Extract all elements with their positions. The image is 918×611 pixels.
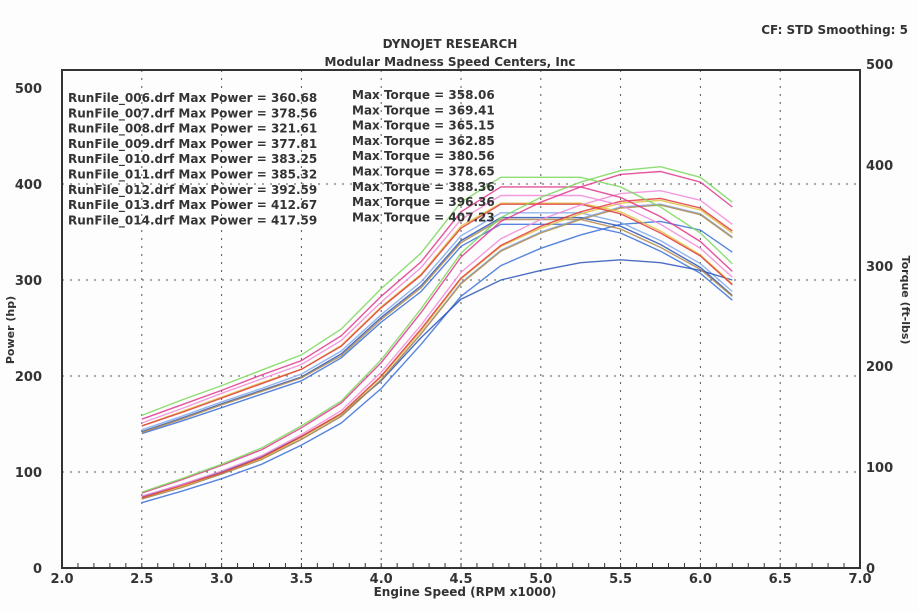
legend-power-entry: RunFile_013.drf Max Power = 412.67 [68, 198, 317, 213]
legend-torque-entry: Max Torque = 369.41 [352, 103, 495, 117]
legend-power-entry: RunFile_011.drf Max Power = 385.32 [68, 168, 317, 183]
legend-torque-entry: Max Torque = 407.23 [352, 210, 495, 224]
y-tick-label: 100 [15, 466, 42, 481]
legend-torque-entry: Max Torque = 388.36 [352, 180, 495, 194]
legend-power-entry: RunFile_014.drf Max Power = 417.59 [68, 213, 317, 228]
torque-line-RunFile_012-drf [141, 194, 733, 424]
x-tick-label: 2.5 [130, 572, 153, 587]
power-line-RunFile_008-drf [141, 259, 733, 498]
power-line-RunFile_013-drf [141, 170, 733, 494]
y2-tick-label: 500 [866, 58, 893, 73]
x-tick-label: 7.0 [848, 572, 871, 587]
plot-frame [61, 69, 861, 569]
torque-line-RunFile_014-drf [141, 176, 733, 417]
y-axis-title: Power (hp) [4, 296, 17, 364]
legend-power-entry: RunFile_007.drf Max Power = 378.56 [68, 106, 317, 121]
x-tick-label: 4.5 [449, 572, 472, 587]
power-line-RunFile_012-drf [141, 189, 733, 497]
power-line-RunFile_014-drf [141, 165, 733, 493]
legend-power-entry: RunFile_012.drf Max Power = 392.59 [68, 183, 317, 198]
torque-line-RunFile_009-drf [141, 218, 733, 434]
y2-axis-title: Torque (ft-lbs) [899, 256, 912, 345]
y-tick-label: 0 [33, 562, 42, 577]
x-tick-label: 5.0 [529, 572, 552, 587]
y2-tick-label: 100 [866, 461, 893, 476]
torque-line-RunFile_006-drf [141, 223, 733, 435]
power-line-RunFile_011-drf [141, 197, 733, 499]
legend-torque-entry: Max Torque = 365.15 [352, 119, 495, 133]
y2-tick-label: 400 [866, 159, 893, 174]
legend-torque-entry: Max Torque = 362.85 [352, 134, 495, 148]
chart-subtitle: Modular Madness Speed Centers, Inc [325, 55, 576, 69]
legend-torque-entry: Max Torque = 378.65 [352, 165, 495, 179]
legend-torque-entry: Max Torque = 358.06 [352, 88, 495, 102]
y2-tick-label: 0 [866, 562, 875, 577]
y2-tick-label: 300 [866, 260, 893, 275]
x-tick-label: 6.5 [769, 572, 792, 587]
y2-tick-label: 200 [866, 360, 893, 375]
legend-torque-entry: Max Torque = 396.36 [352, 195, 495, 209]
x-tick-label: 6.0 [689, 572, 712, 587]
torque-line-RunFile_008-drf [141, 216, 733, 433]
chart-title: DYNOJET RESEARCH [383, 37, 518, 51]
x-tick-label: 2.0 [50, 572, 73, 587]
y-tick-label: 300 [15, 274, 42, 289]
torque-line-RunFile_007-drf [141, 212, 733, 431]
power-line-RunFile_010-drf [141, 199, 733, 499]
x-tick-label: 5.5 [609, 572, 632, 587]
torque-line-RunFile_011-drf [141, 203, 733, 427]
legend-power-entry: RunFile_008.drf Max Power = 321.61 [68, 122, 317, 137]
torque-line-RunFile_010-drf [141, 202, 733, 427]
torque-line-RunFile_013-drf [141, 186, 733, 420]
legend-power-entry: RunFile_010.drf Max Power = 383.25 [68, 152, 317, 167]
y-tick-label: 500 [15, 82, 42, 97]
settings-label: CF: STD Smoothing: 5 [761, 23, 908, 37]
y-tick-label: 200 [15, 370, 42, 385]
x-tick-label: 3.0 [210, 572, 233, 587]
x-axis-title: Engine Speed (RPM x1000) [374, 585, 557, 599]
y-tick-label: 400 [15, 178, 42, 193]
legend-power-entry: RunFile_006.drf Max Power = 360.68 [68, 91, 317, 106]
legend-torque-entry: Max Torque = 380.56 [352, 149, 495, 163]
x-tick-label: 3.5 [290, 572, 313, 587]
legend-power-entry: RunFile_009.drf Max Power = 377.81 [68, 137, 317, 152]
x-tick-label: 4.0 [370, 572, 393, 587]
